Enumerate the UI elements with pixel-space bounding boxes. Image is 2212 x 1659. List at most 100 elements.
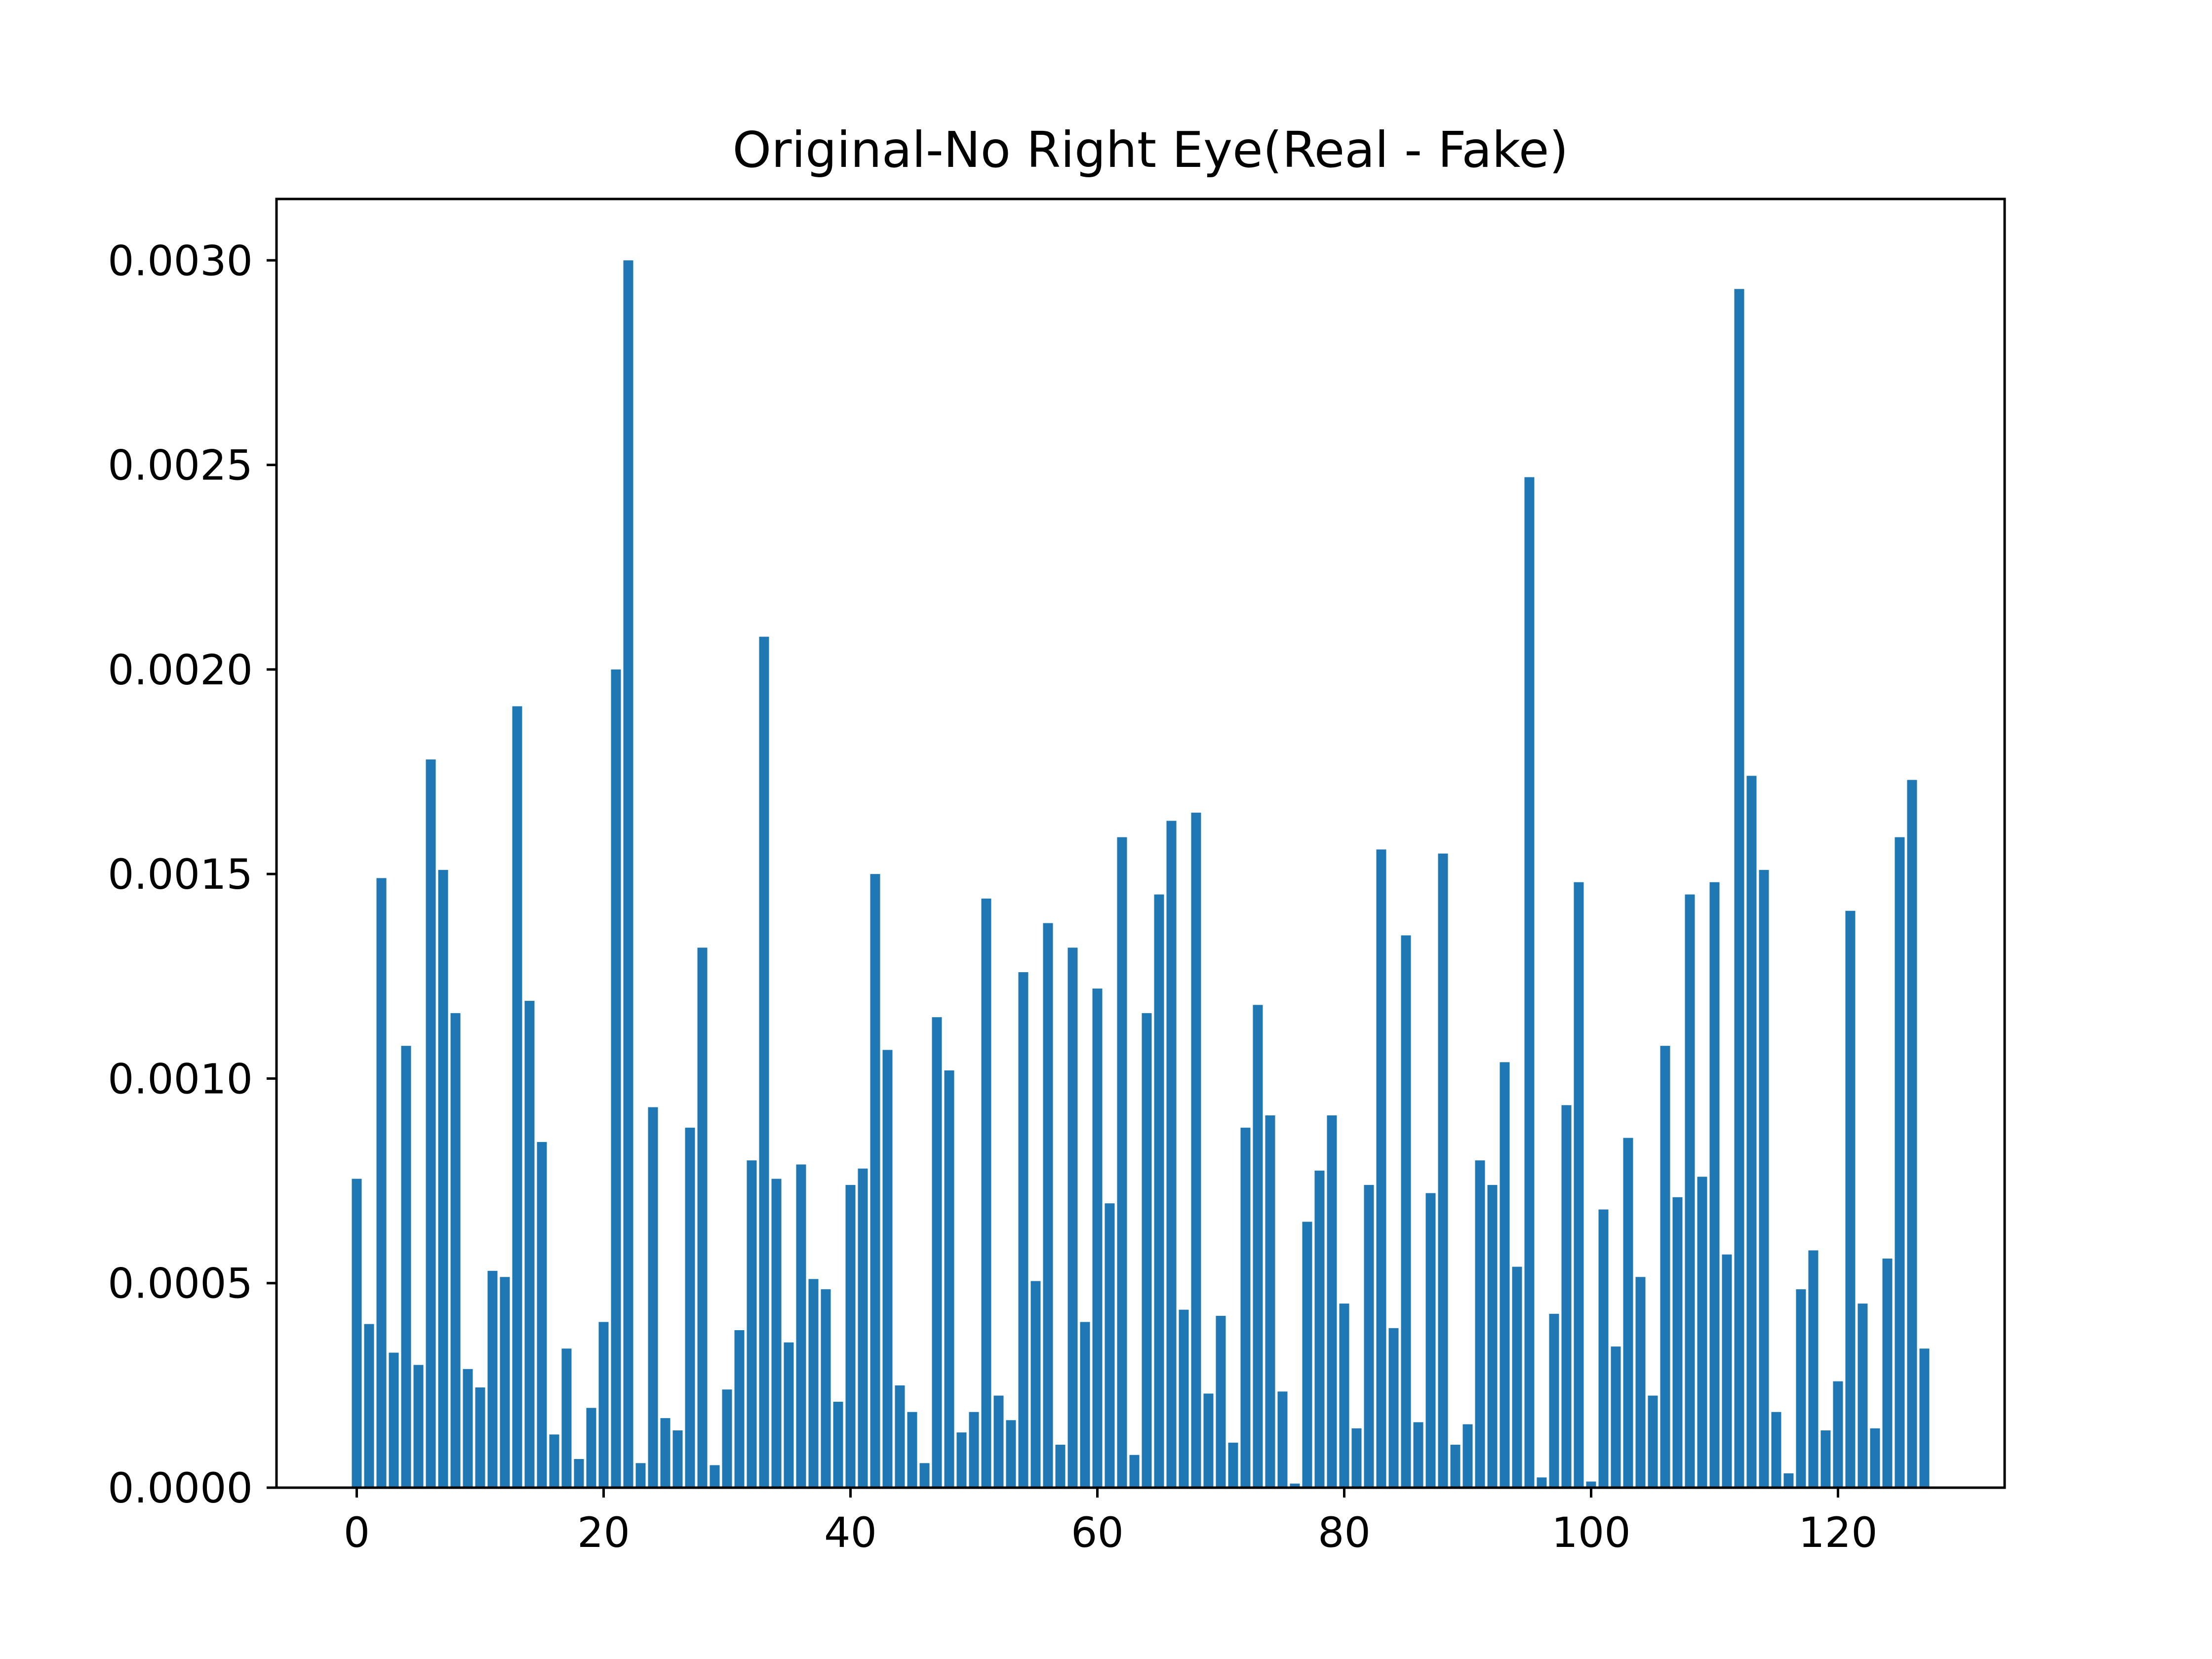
bar — [1672, 1197, 1683, 1488]
bar — [1154, 894, 1164, 1488]
bar — [1857, 1304, 1868, 1488]
bar — [1203, 1393, 1214, 1488]
bar — [1734, 289, 1744, 1488]
bar — [389, 1352, 399, 1488]
plot-area-frame — [275, 198, 2006, 1489]
bar — [500, 1277, 510, 1488]
bar — [1919, 1348, 1930, 1488]
bar — [1709, 882, 1720, 1488]
bar — [1697, 1177, 1707, 1488]
bar — [969, 1412, 979, 1488]
bar — [549, 1434, 559, 1488]
bar — [1055, 1445, 1066, 1488]
bar — [1228, 1442, 1238, 1488]
bar — [635, 1463, 646, 1488]
x-axis: 0 20 40 60 80 100 120 — [344, 1488, 1878, 1557]
bar — [1438, 853, 1448, 1488]
x-tick-label: 20 — [577, 1508, 630, 1557]
bar — [907, 1412, 917, 1488]
bar — [1796, 1289, 1806, 1488]
bar — [1067, 948, 1078, 1488]
bar — [1598, 1209, 1609, 1488]
bar — [1327, 1115, 1337, 1488]
bar — [1462, 1424, 1473, 1488]
bar — [870, 874, 880, 1488]
bar — [376, 878, 387, 1488]
bar — [895, 1385, 905, 1488]
bar — [561, 1348, 572, 1488]
bar — [512, 706, 522, 1488]
bar — [1524, 477, 1535, 1488]
bar — [932, 1017, 942, 1488]
bar — [1142, 1013, 1152, 1488]
bar — [1092, 988, 1103, 1488]
bar — [734, 1330, 745, 1488]
chart-title: Original-No Right Eye(Real - Fake) — [733, 121, 1569, 179]
bar — [648, 1107, 658, 1488]
bar — [524, 1001, 535, 1488]
bar — [463, 1369, 473, 1488]
bar — [598, 1322, 609, 1488]
bar — [1401, 935, 1411, 1488]
bar — [747, 1160, 757, 1488]
bar — [426, 759, 436, 1488]
bar — [1574, 882, 1584, 1488]
bar — [833, 1402, 843, 1488]
bar — [821, 1289, 831, 1488]
bar — [1388, 1328, 1399, 1488]
y-tick-label: 0.0020 — [108, 646, 253, 694]
bar — [796, 1164, 806, 1488]
bar — [1487, 1185, 1498, 1488]
bar — [574, 1459, 584, 1488]
bar — [1549, 1313, 1559, 1488]
bar — [685, 1127, 695, 1488]
bar — [1240, 1127, 1251, 1488]
bar — [1561, 1105, 1572, 1488]
x-tick-label: 0 — [344, 1508, 370, 1557]
bar — [1179, 1309, 1189, 1488]
x-tick-label: 60 — [1071, 1508, 1124, 1557]
bar — [1882, 1259, 1893, 1488]
x-tick-label: 80 — [1318, 1508, 1371, 1557]
bar — [1253, 1005, 1263, 1488]
bar — [401, 1046, 411, 1488]
bar — [784, 1342, 794, 1488]
bar — [1030, 1281, 1041, 1488]
y-axis: 0.0000 0.0005 0.0010 0.0015 0.0020 0.0025 0.00… — [108, 237, 276, 1512]
bar — [1475, 1160, 1485, 1488]
bar — [611, 669, 621, 1488]
bar — [1512, 1266, 1522, 1488]
bar — [858, 1168, 868, 1488]
bar — [1537, 1477, 1547, 1488]
bar — [1722, 1254, 1732, 1488]
bar — [1413, 1422, 1423, 1488]
bar — [944, 1070, 954, 1488]
bar — [1586, 1481, 1596, 1488]
bar — [672, 1430, 683, 1488]
y-tick-label: 0.0000 — [108, 1464, 253, 1512]
bar — [475, 1387, 485, 1488]
y-tick-label: 0.0025 — [108, 441, 253, 490]
bar — [352, 1179, 362, 1488]
bar — [660, 1418, 671, 1488]
bar — [1302, 1222, 1312, 1488]
bar — [1043, 923, 1053, 1488]
bar — [1129, 1455, 1140, 1488]
bar — [1771, 1412, 1781, 1488]
bar — [956, 1432, 967, 1488]
x-tick-label: 100 — [1551, 1508, 1630, 1557]
bar — [487, 1270, 498, 1488]
bar — [1216, 1316, 1226, 1488]
bar — [1746, 776, 1757, 1488]
x-tick-label: 120 — [1798, 1508, 1877, 1557]
y-tick-label: 0.0015 — [108, 850, 253, 899]
bar — [1314, 1170, 1325, 1488]
y-tick-label: 0.0030 — [108, 237, 253, 285]
bar — [1660, 1046, 1670, 1488]
bar — [438, 869, 448, 1488]
x-tick-label: 40 — [824, 1508, 877, 1557]
bar — [1290, 1483, 1300, 1488]
bar — [1783, 1473, 1794, 1488]
bar — [845, 1185, 856, 1488]
